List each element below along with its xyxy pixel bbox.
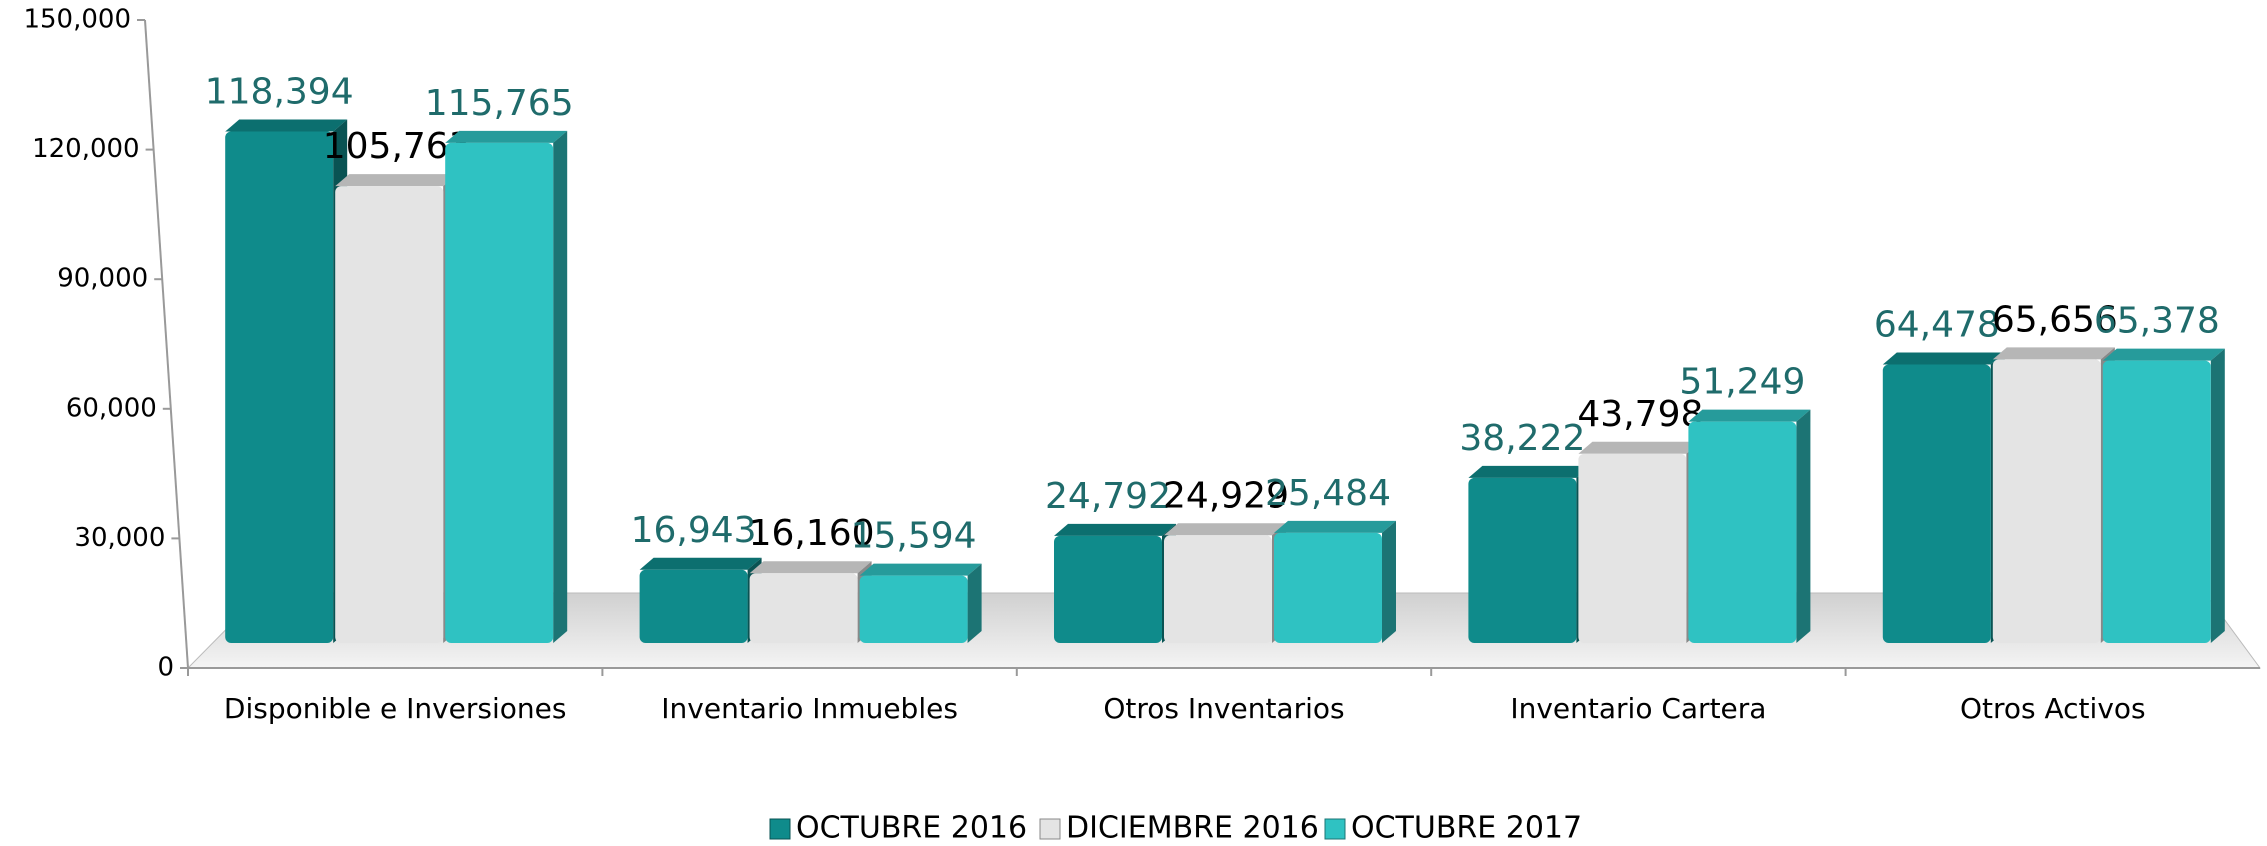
bar: [225, 119, 348, 644]
bar-side: [553, 130, 568, 643]
bar-front: [1688, 421, 1797, 643]
bar-front: [1992, 359, 2101, 643]
legend-swatch: [769, 818, 791, 840]
data-label: 65,378: [2094, 301, 2220, 342]
bar-top: [749, 561, 872, 574]
data-label: 24,929: [1163, 475, 1289, 516]
y-tick-label: 30,000: [74, 523, 165, 553]
data-label: 15,594: [851, 516, 977, 557]
bar-side: [967, 563, 982, 643]
legend-label: DICIEMBRE 2016: [1066, 811, 1319, 846]
bar: [445, 130, 568, 643]
bar-front: [859, 575, 968, 643]
data-label: 25,484: [1265, 473, 1391, 514]
bar-side: [2210, 348, 2225, 643]
bar-front: [445, 142, 554, 643]
x-tick-label: Inventario Cartera: [1510, 692, 1766, 725]
bar-front: [1468, 477, 1577, 643]
bar: [749, 561, 872, 643]
data-label: 43,798: [1577, 394, 1703, 435]
bar: [639, 557, 762, 643]
data-label: 16,943: [631, 510, 757, 551]
bar: [859, 563, 982, 643]
bar-front: [1054, 535, 1162, 643]
bar-top: [1054, 523, 1176, 536]
data-label: 24,792: [1045, 476, 1171, 517]
bar-top: [225, 119, 348, 132]
bar-top: [445, 130, 568, 143]
legend-label: OCTUBRE 2016: [796, 811, 1027, 846]
data-label: 38,222: [1459, 418, 1585, 459]
bar-side: [1382, 520, 1396, 643]
bar: [2102, 348, 2225, 643]
bar-front: [225, 131, 334, 644]
y-tick-label: 0: [157, 653, 174, 683]
bar: [1164, 523, 1286, 643]
y-axis: [144, 19, 189, 669]
bar: [1468, 465, 1591, 643]
bar-front: [1882, 364, 1991, 643]
data-label: 16,160: [749, 513, 875, 554]
bar: [1578, 441, 1701, 643]
data-label: 51,249: [1679, 362, 1805, 403]
data-label: 118,394: [205, 72, 354, 113]
bar-front: [1578, 453, 1687, 643]
bar-top: [1274, 520, 1396, 533]
bar-front: [1164, 535, 1272, 643]
bar-front: [2102, 360, 2211, 643]
data-label: 115,765: [425, 83, 574, 124]
bar: [1992, 347, 2115, 643]
data-label: 65,656: [1992, 299, 2118, 340]
data-label: 64,478: [1874, 304, 2000, 345]
legend-swatch: [1039, 818, 1061, 840]
bar-front: [335, 186, 444, 644]
bar-top: [1882, 352, 2005, 365]
bar-top: [335, 174, 458, 187]
y-tick-label: 150,000: [23, 5, 131, 35]
bar: [1274, 520, 1396, 643]
y-tick-label: 90,000: [57, 264, 148, 294]
bar-front: [639, 569, 748, 643]
bar: [335, 174, 458, 644]
bar-top: [1468, 465, 1591, 478]
x-tick-label: Otros Activos: [1960, 692, 2146, 725]
x-tick-label: Inventario Inmuebles: [661, 692, 958, 725]
bar: [1054, 523, 1176, 643]
y-tick-label: 120,000: [32, 134, 140, 164]
y-tick-label: 60,000: [66, 393, 157, 423]
x-tick-label: Otros Inventarios: [1103, 692, 1344, 725]
bar-top: [1688, 409, 1811, 422]
bar-side: [1796, 409, 1811, 643]
bar-front: [749, 573, 858, 643]
bar-top: [1164, 523, 1286, 536]
bar-top: [1578, 441, 1701, 454]
bar-top: [859, 563, 982, 576]
legend-swatch: [1324, 818, 1346, 840]
bar-top: [2102, 348, 2225, 361]
legend-label: OCTUBRE 2017: [1351, 811, 1582, 846]
bar-top: [639, 557, 762, 570]
x-tick-label: Disponible e Inversiones: [224, 692, 567, 725]
bar: [1688, 409, 1811, 643]
bar-top: [1992, 347, 2115, 360]
bar: [1882, 352, 2005, 643]
bar-front: [1274, 532, 1382, 643]
